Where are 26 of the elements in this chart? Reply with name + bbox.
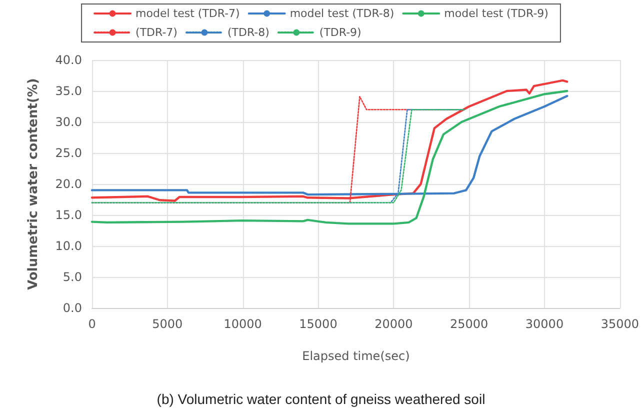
y-tick-label: 25.0 xyxy=(55,146,82,160)
x-tick-label: 25000 xyxy=(450,317,488,331)
y-tick-label: 40.0 xyxy=(55,53,82,67)
y-tick-label: 5.0 xyxy=(62,270,82,284)
legend-label: model test (TDR-8) xyxy=(290,7,394,20)
legend-label: (TDR-7) xyxy=(136,26,178,39)
y-tick-label: 0.0 xyxy=(62,301,82,315)
y-tick-label: 10.0 xyxy=(55,239,82,253)
x-axis-title: Elapsed time(sec) xyxy=(302,349,410,363)
y-tick-label: 30.0 xyxy=(55,115,82,129)
legend-label: (TDR-8) xyxy=(227,26,270,39)
x-tick-label: 0 xyxy=(88,317,96,331)
x-tick-label: 20000 xyxy=(374,317,413,331)
x-tick-label: 35000 xyxy=(600,317,640,331)
x-tick-label: 30000 xyxy=(525,317,564,331)
legend-label: model test (TDR-7) xyxy=(136,7,240,20)
legend-label: (TDR-9) xyxy=(319,26,362,39)
y-tick-label: 35.0 xyxy=(55,84,82,98)
y-tick-label: 20.0 xyxy=(55,177,82,191)
x-tick-label: 10000 xyxy=(224,317,262,331)
text: (b) Volumetric water content of gneiss weathered soil xyxy=(156,391,486,407)
x-tick-label: 15000 xyxy=(299,317,338,331)
legend-label: model test (TDR-9) xyxy=(444,7,548,20)
x-tick-label: 5000 xyxy=(152,317,183,331)
y-tick-label: 15.0 xyxy=(55,208,82,222)
y-axis-title: Volumetric water content(%) xyxy=(26,78,41,290)
